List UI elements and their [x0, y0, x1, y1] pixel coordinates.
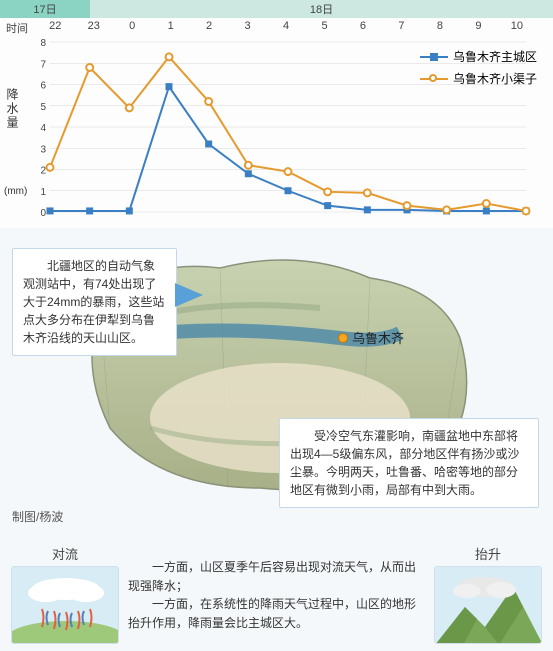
bottom-text: 一方面，山区夏季午后容易出现对流天气，从而出现强降水； 一方面，在系统性的降雨天…	[128, 544, 425, 645]
legend: 乌鲁木齐主城区 乌鲁木齐小渠子	[420, 48, 537, 92]
thumb-uplift-title: 抬升	[433, 544, 543, 563]
city-marker-icon	[338, 333, 348, 343]
svg-text:3: 3	[40, 144, 46, 155]
y-axis-unit: (mm)	[4, 186, 27, 197]
legend-item-main: 乌鲁木齐主城区	[420, 48, 537, 65]
city-label: 乌鲁木齐	[352, 328, 404, 347]
svg-text:8: 8	[40, 38, 46, 49]
svg-text:1: 1	[40, 187, 46, 198]
bottom-para-1: 一方面，山区夏季午后容易出现对流天气，从而出现强降水；	[128, 558, 425, 595]
callout-south: 受冷空气东灌影响，南疆盆地中东部将出现4—5级偏东风，部分地区伴有扬沙或沙尘暴。…	[279, 418, 539, 508]
uplift-icon	[434, 566, 542, 644]
map-area: 北疆地区的自动气象观测站中，有74处出现了大于24mm的暴雨，这些站点大多分布在…	[0, 228, 553, 538]
svg-text:5: 5	[40, 102, 46, 113]
svg-text:7: 7	[40, 59, 46, 70]
thumb-convection: 对流	[10, 544, 120, 645]
bottom-section: 对流 一方面，山区夏季午后容易出现对流天气，从而出现强降水； 一方面，在系统性的…	[0, 538, 553, 651]
legend-label-xiaoquzi: 乌鲁木齐小渠子	[453, 70, 537, 87]
y-axis-label: 降水量	[4, 88, 21, 130]
callout-north: 北疆地区的自动气象观测站中，有74处出现了大于24mm的暴雨，这些站点大多分布在…	[12, 248, 177, 356]
svg-text:6: 6	[40, 81, 46, 92]
credit: 制图/杨波	[12, 508, 63, 525]
legend-label-main: 乌鲁木齐主城区	[453, 48, 537, 65]
date-18: 18日	[90, 0, 553, 18]
callout-arrow-icon	[175, 283, 203, 307]
thumb-convection-title: 对流	[10, 544, 120, 563]
bottom-para-2: 一方面，在系统性的降雨天气过程中，山区的地形抬升作用，降雨量会比主城区大。	[128, 595, 425, 632]
x-axis-labels: 2223012345678910	[36, 20, 536, 32]
convection-icon	[11, 566, 119, 644]
svg-text:0: 0	[40, 208, 46, 219]
date-17: 17日	[0, 0, 90, 18]
precip-chart: 时间 2223012345678910 降水量 (mm) 012345678 乌…	[0, 18, 553, 228]
thumb-uplift: 抬升	[433, 544, 543, 645]
date-header: 17日 18日	[0, 0, 553, 18]
legend-item-xiaoquzi: 乌鲁木齐小渠子	[420, 70, 537, 87]
x-axis-title: 时间	[6, 20, 28, 36]
svg-text:4: 4	[40, 123, 46, 134]
